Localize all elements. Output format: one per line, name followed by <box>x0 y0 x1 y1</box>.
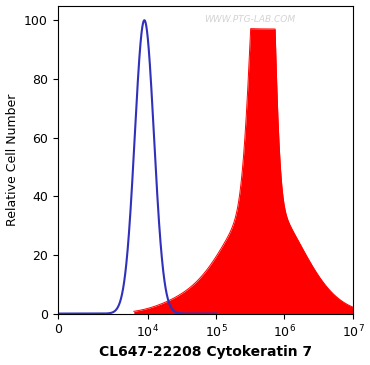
Y-axis label: Relative Cell Number: Relative Cell Number <box>6 93 18 226</box>
X-axis label: CL647-22208 Cytokeratin 7: CL647-22208 Cytokeratin 7 <box>99 345 312 360</box>
Text: WWW.PTG-LAB.COM: WWW.PTG-LAB.COM <box>204 15 295 24</box>
